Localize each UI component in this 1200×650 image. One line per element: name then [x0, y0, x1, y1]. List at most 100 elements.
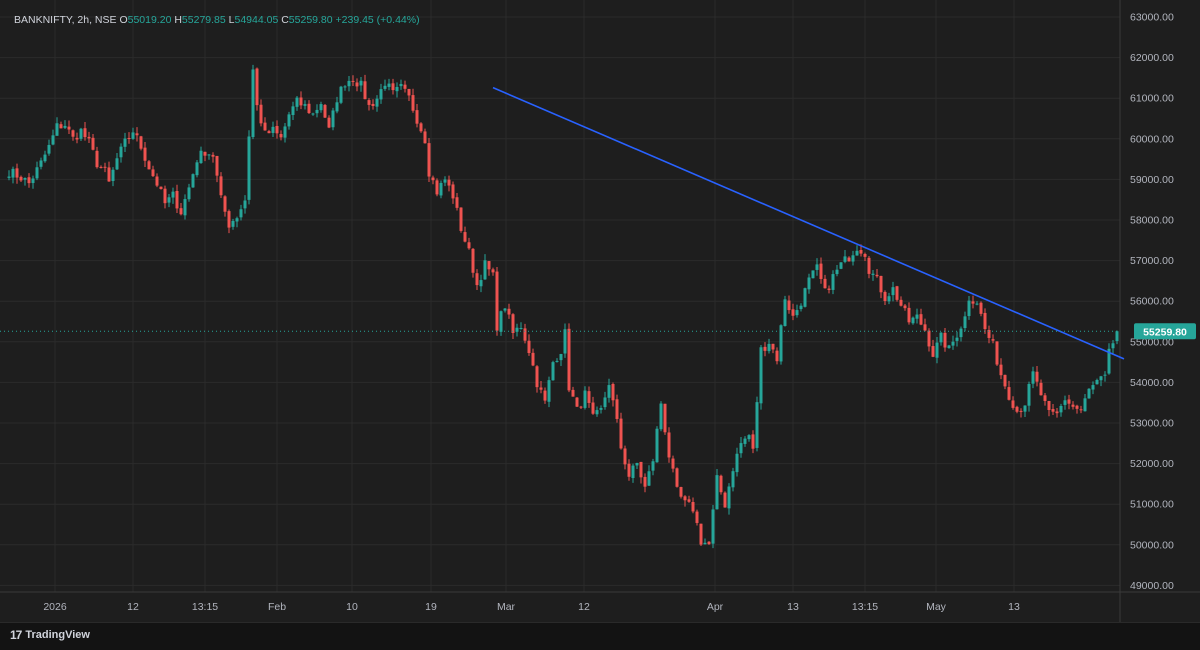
- candle-body: [907, 307, 911, 323]
- candle-body: [327, 117, 331, 128]
- candle-body: [131, 132, 135, 139]
- candle-body: [623, 448, 627, 465]
- candle-body: [799, 305, 803, 310]
- candle-body: [699, 523, 703, 545]
- candle-body: [59, 124, 63, 129]
- candle: [731, 467, 735, 492]
- candle: [927, 328, 931, 352]
- candle-body: [631, 465, 635, 478]
- candle: [535, 365, 539, 393]
- candle-body: [783, 299, 787, 327]
- candle-body: [875, 274, 879, 277]
- candle-body: [195, 162, 199, 176]
- candle: [235, 216, 239, 228]
- candle-body: [123, 138, 127, 147]
- candle-body: [443, 179, 447, 183]
- candle: [231, 218, 235, 230]
- candle: [911, 316, 915, 325]
- candle: [19, 175, 23, 182]
- candle: [75, 132, 79, 144]
- candle-body: [827, 288, 831, 290]
- candle-body: [515, 327, 519, 332]
- y-tick-label: 57000.00: [1130, 255, 1174, 267]
- candle: [1091, 381, 1095, 395]
- candle: [179, 202, 183, 216]
- candle-body: [1067, 399, 1071, 404]
- candle: [307, 100, 311, 115]
- candle: [591, 396, 595, 415]
- candle: [1111, 339, 1115, 355]
- candle-body: [575, 397, 579, 407]
- candle: [1031, 366, 1035, 389]
- candle-body: [111, 169, 115, 182]
- candle-body: [811, 270, 815, 279]
- candle: [399, 79, 403, 90]
- candle: [99, 165, 103, 169]
- candle: [31, 175, 35, 189]
- candle-body: [895, 286, 899, 300]
- candle-body: [43, 154, 47, 162]
- tradingview-brand[interactable]: 17 TradingView: [10, 628, 90, 642]
- candle-body: [1079, 409, 1083, 411]
- candle-body: [147, 161, 151, 170]
- candle-body: [227, 211, 231, 228]
- candle-body: [439, 182, 443, 196]
- candle-body: [447, 179, 451, 186]
- candle-body: [1099, 376, 1103, 381]
- x-tick-label: 13:15: [852, 601, 878, 613]
- candle-body: [795, 310, 799, 316]
- candle-body: [55, 123, 59, 136]
- candle-body: [483, 260, 487, 280]
- candle: [571, 386, 575, 397]
- candle-body: [451, 184, 455, 199]
- candle: [479, 274, 483, 293]
- candle: [223, 195, 227, 217]
- candle: [275, 120, 279, 139]
- candle-body: [979, 302, 983, 314]
- candle-body: [559, 354, 563, 361]
- candle-body: [247, 136, 251, 200]
- candle: [47, 139, 51, 156]
- x-tick-label: 10: [346, 601, 358, 613]
- legend-high-label: H: [174, 14, 182, 26]
- candle-body: [423, 131, 427, 144]
- candle-body: [923, 324, 927, 331]
- candle: [51, 129, 55, 146]
- candle: [1107, 343, 1111, 375]
- price-chart[interactable]: 49000.00 50000.00 51000.00 52000.00 53000.00…: [0, 0, 1200, 622]
- candle: [843, 250, 847, 264]
- candle: [271, 121, 275, 138]
- candle: [143, 141, 147, 167]
- candle: [963, 311, 967, 332]
- candle: [971, 295, 975, 309]
- candle: [631, 463, 635, 483]
- candle: [59, 121, 63, 129]
- candle: [35, 161, 39, 181]
- candle-body: [835, 269, 839, 275]
- candle: [419, 122, 423, 133]
- candle: [239, 204, 243, 221]
- candle-body: [175, 190, 179, 209]
- candle-body: [1055, 411, 1059, 414]
- candle: [91, 133, 95, 151]
- candle: [503, 307, 507, 313]
- candle-body: [647, 471, 651, 486]
- candle: [743, 436, 747, 447]
- candle-body: [151, 169, 155, 177]
- candle-body: [831, 274, 835, 290]
- candle-body: [943, 332, 947, 348]
- candle-body: [995, 341, 999, 365]
- candle: [975, 301, 979, 306]
- candle-body: [595, 410, 599, 415]
- candle-body: [71, 130, 75, 137]
- candle-body: [455, 197, 459, 208]
- candle-body: [859, 250, 863, 254]
- candle: [867, 255, 871, 279]
- candle: [467, 237, 471, 250]
- candle-body: [1095, 379, 1099, 385]
- candle: [427, 138, 431, 183]
- candle-body: [819, 263, 823, 279]
- candle: [7, 170, 11, 181]
- candle-body: [551, 362, 555, 381]
